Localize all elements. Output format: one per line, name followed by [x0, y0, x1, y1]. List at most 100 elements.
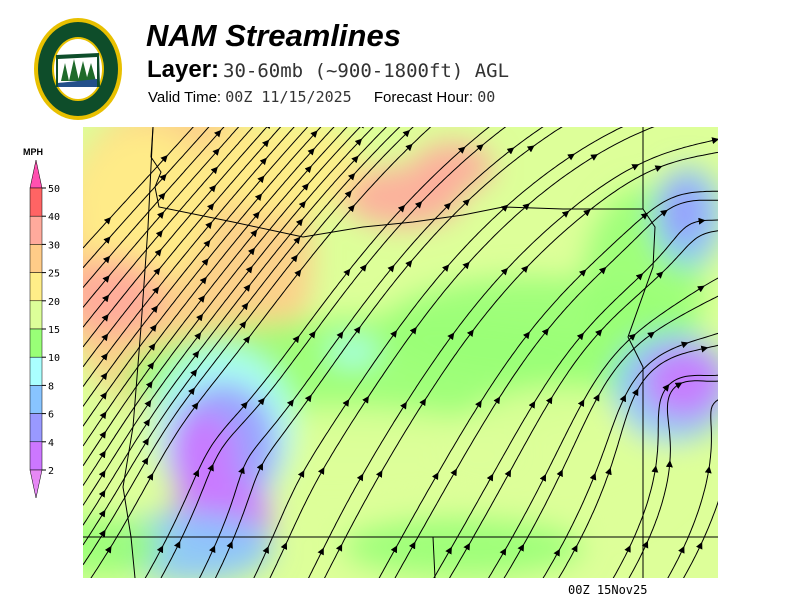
wind-shade-region — [643, 347, 718, 417]
streamline-arrow — [419, 398, 427, 407]
streamline-arrow — [262, 546, 269, 554]
streamline-arrow — [256, 462, 263, 471]
wind-shade-region — [663, 182, 703, 242]
streamline-arrow — [157, 211, 165, 219]
streamline-arrow — [257, 397, 265, 406]
streamline — [323, 151, 718, 578]
streamline-arrow — [101, 333, 109, 342]
streamline-arrow — [145, 380, 153, 389]
streamline-arrow — [98, 450, 106, 459]
streamline-arrow — [662, 384, 670, 392]
streamline-arrow — [593, 393, 600, 402]
streamline-arrow — [196, 313, 204, 322]
streamline — [214, 127, 563, 578]
streamline-arrow — [343, 268, 351, 277]
streamline-arrow — [631, 388, 639, 397]
streamline-arrow — [647, 331, 655, 339]
streamline-arrow — [641, 540, 649, 549]
streamline-arrow — [254, 193, 263, 202]
legend-under-arrow — [29, 469, 43, 499]
streamline-arrow — [405, 143, 413, 152]
streamline-arrow — [387, 264, 395, 273]
streamline-arrow — [144, 399, 152, 408]
streamline-arrow — [567, 153, 575, 161]
streamline-arrow — [375, 470, 383, 478]
streamline-arrow — [290, 254, 298, 263]
streamline-arrow — [226, 541, 233, 549]
streamline — [83, 127, 322, 427]
streamline-arrow — [605, 467, 612, 476]
streamline-arrow — [351, 155, 359, 164]
streamline-arrow — [654, 165, 663, 172]
streamline-arrow — [556, 469, 563, 478]
streamline-arrow — [210, 166, 218, 175]
streamline-arrow — [463, 542, 470, 551]
streamline-arrow — [700, 345, 709, 353]
streamline-arrow — [155, 230, 163, 238]
streamline-arrow — [402, 129, 411, 138]
streamline-arrow — [335, 543, 343, 552]
streamline-arrow — [292, 335, 300, 344]
streamline-arrow — [98, 489, 106, 498]
streamline-arrow — [307, 148, 315, 156]
streamline-arrow — [247, 247, 256, 256]
streamline-arrow — [359, 264, 367, 272]
streamline — [433, 219, 718, 578]
streamline-arrow — [199, 276, 207, 285]
wind-shade-region — [203, 127, 363, 217]
streamline — [83, 127, 194, 249]
streamline — [307, 138, 718, 578]
forecast-hour-value: 00 — [477, 88, 496, 106]
streamline-arrow — [660, 209, 668, 217]
streamline-arrow — [631, 164, 640, 171]
streamline-arrow — [336, 331, 344, 339]
streamline — [488, 277, 718, 578]
legend-bin-25-30 — [29, 244, 43, 273]
valid-time-value: 00Z 11/15/2025 — [225, 88, 352, 106]
streamline-arrow — [100, 372, 108, 381]
streamline-arrow — [149, 324, 157, 332]
streamline — [394, 199, 718, 578]
streamline-arrow — [173, 540, 181, 549]
wind-shade-region — [328, 340, 378, 364]
streamline — [83, 127, 387, 526]
streamline-arrow — [148, 343, 156, 351]
valid-time-info: Valid Time: 00Z 11/15/2025 Forecast Hour… — [148, 88, 495, 106]
streamline-arrow — [150, 305, 158, 314]
legend-tick-label: 15 — [48, 325, 60, 336]
streamline-arrow — [317, 467, 325, 475]
streamline-arrow — [347, 172, 356, 181]
streamline-arrow — [141, 457, 149, 466]
streamline-arrow — [295, 218, 304, 227]
streamline — [198, 127, 544, 578]
streamline-arrow — [297, 470, 305, 478]
streamline-arrow — [400, 401, 407, 410]
streamline-arrow — [103, 217, 112, 225]
streamline-arrow — [102, 255, 111, 264]
streamline-arrow — [578, 269, 587, 277]
streamline-arrow — [561, 210, 570, 218]
streamline-arrow — [103, 236, 111, 244]
streamline-arrow — [304, 394, 312, 403]
streamline-arrow — [243, 284, 251, 292]
streamline-arrow — [522, 331, 530, 340]
streamline-arrow — [239, 320, 247, 329]
streamline-arrow — [187, 387, 195, 396]
legend-over-arrow — [29, 159, 43, 189]
legend-tick-label: 40 — [48, 212, 60, 223]
streamline-arrow — [99, 411, 107, 420]
legend-tick-label: 10 — [48, 353, 60, 364]
streamline — [269, 127, 655, 578]
streamline-arrow — [241, 302, 249, 311]
streamline-arrow — [100, 391, 107, 400]
legend-tick-label: 8 — [48, 381, 54, 392]
page-title: NAM Streamlines — [146, 18, 401, 53]
streamline-arrow — [528, 400, 536, 409]
legend-bin-6-8 — [29, 385, 43, 414]
legend-bin-8-10 — [29, 356, 43, 386]
layer-value: 30-60mb (~900-1800ft) AGL — [223, 60, 510, 82]
streamline — [558, 344, 718, 578]
streamline-arrow — [243, 335, 251, 344]
streamline-arrow — [280, 542, 288, 551]
streamline — [612, 374, 718, 578]
